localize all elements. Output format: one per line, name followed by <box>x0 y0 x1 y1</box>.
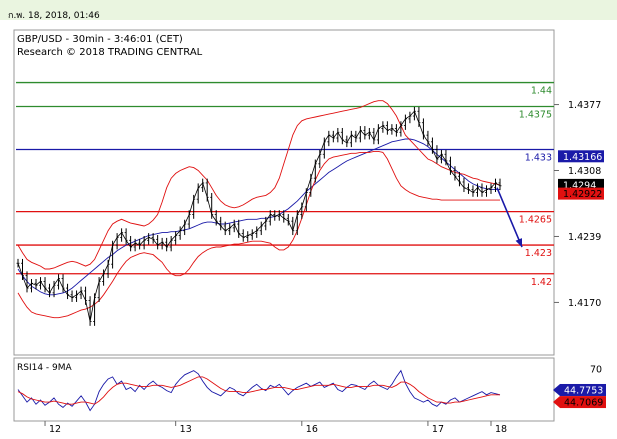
rsi-tag-label-0: 44.7753 <box>564 385 603 396</box>
x-tick-label-3: 17 <box>432 424 444 435</box>
rsi-tag-0 <box>560 383 606 396</box>
level-label-5: 1.42 <box>531 277 552 288</box>
price-line <box>17 110 501 322</box>
rsi-label: RSI14 - 9MA <box>17 363 73 373</box>
level-label-4: 1.423 <box>525 248 552 259</box>
rsi-ma-line <box>17 376 500 405</box>
y-tick-label-2: 1.4239 <box>568 232 601 243</box>
price-tag-label-0: 1.43166 <box>563 152 602 163</box>
y-tick-label-0: 1.4377 <box>568 100 601 111</box>
forecast-arrow <box>496 187 523 248</box>
y-tick-label-1: 1.4308 <box>568 166 601 177</box>
level-label-3: 1.4265 <box>519 215 552 226</box>
price-tag-0 <box>558 150 604 163</box>
price-tag-2 <box>558 187 604 200</box>
x-tick-label-4: 18 <box>495 424 507 435</box>
x-tick-label-1: 13 <box>180 424 192 435</box>
forecast-arrowhead <box>515 238 523 248</box>
level-label-0: 1.44 <box>531 86 552 97</box>
rsi-line <box>17 369 501 412</box>
timestamp: ก.พ. 18, 2018, 01:46 <box>8 11 100 21</box>
rsi-tag-1 <box>560 396 606 409</box>
x-tick-label-0: 12 <box>49 424 61 435</box>
chart-subtitle: Research © 2018 TRADING CENTRAL <box>17 47 203 58</box>
rsi-tag-pointer-1 <box>553 396 560 409</box>
price-tag-label-2: 1.42922 <box>563 189 602 200</box>
level-label-2: 1.433 <box>525 152 552 163</box>
top-bar: ก.พ. 18, 2018, 01:46 <box>0 0 617 21</box>
rsi-tick-label-0: 70 <box>590 365 602 376</box>
series-line-1 <box>17 138 500 296</box>
price-panel-frame <box>13 29 555 356</box>
series-line-3 <box>17 150 500 319</box>
chart-title: GBP/USD - 30min - 3:46:01 (CET) <box>17 34 183 45</box>
rsi-tag-label-1: 44.7069 <box>564 398 603 409</box>
price-tag-label-1: 1.4294 <box>563 180 596 191</box>
series-line-2 <box>17 100 501 270</box>
level-label-1: 1.4375 <box>519 109 552 120</box>
x-tick-label-2: 16 <box>306 424 318 435</box>
y-tick-label-3: 1.4170 <box>568 298 601 309</box>
rsi-tag-pointer-0 <box>553 383 560 396</box>
